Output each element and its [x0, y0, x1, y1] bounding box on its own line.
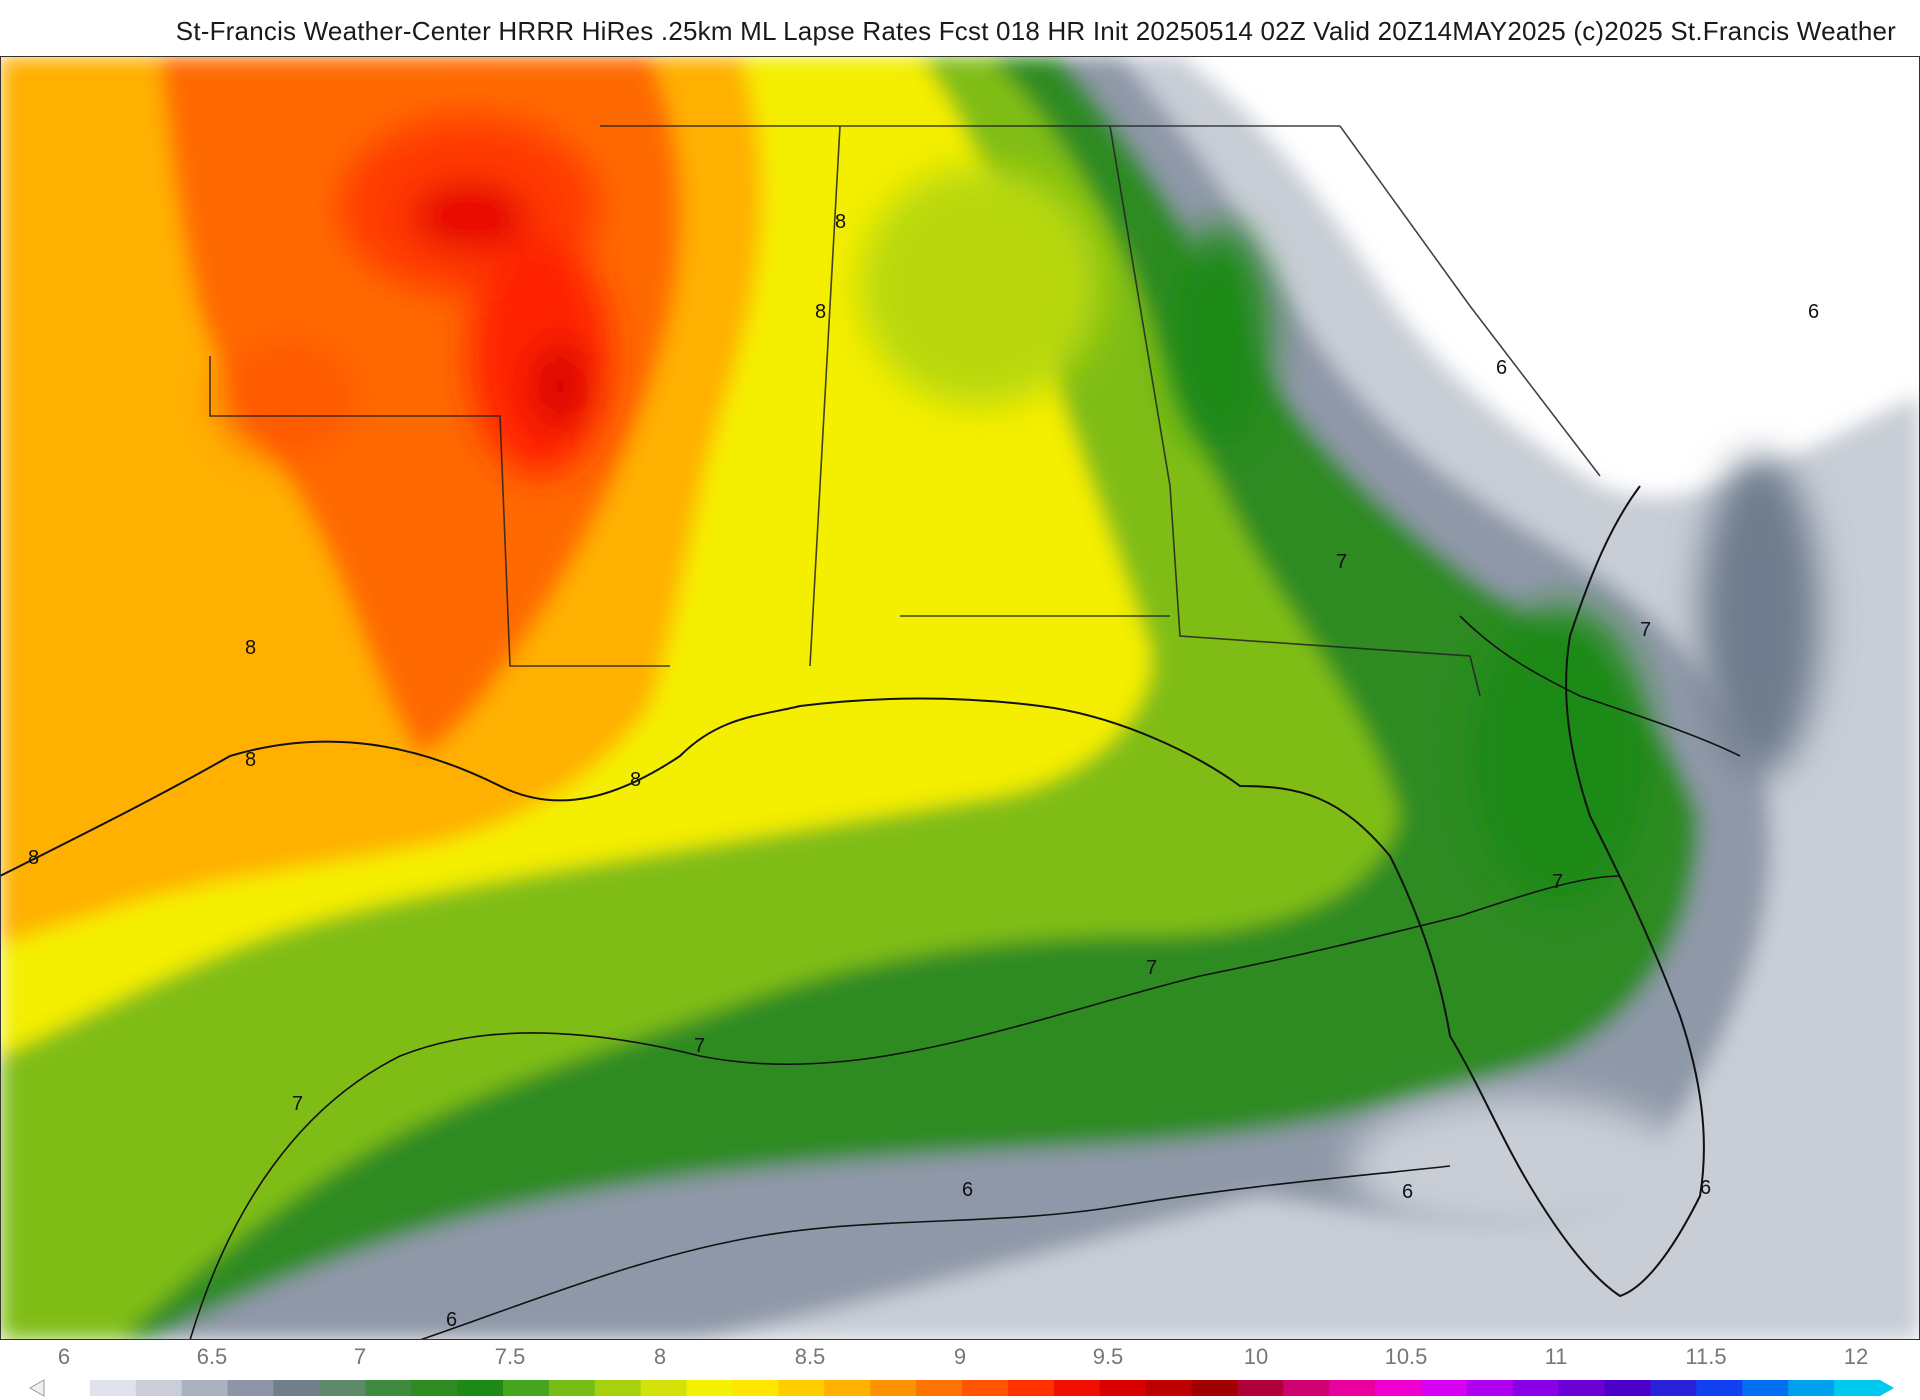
- colorbar-swatch: [1650, 1380, 1697, 1396]
- colorbar-tick-label: 10: [1243, 1344, 1269, 1369]
- colorbar-tick-label: 11.5: [1685, 1344, 1727, 1369]
- colorbar-swatch: [824, 1380, 871, 1396]
- colorbar-swatch: [594, 1380, 642, 1396]
- colorbar-tick-label: 6.5: [196, 1344, 228, 1369]
- colorbar-swatch: [1329, 1380, 1376, 1396]
- colorbar-swatch: [1145, 1380, 1193, 1396]
- colorbar-swatch: [1099, 1380, 1147, 1396]
- colorbar-swatch: [44, 1380, 91, 1396]
- colorbar-swatch: [1283, 1380, 1330, 1396]
- colorbar-tick-label: 9: [953, 1344, 967, 1369]
- contour-label: 7: [292, 1093, 303, 1115]
- colorbar-swatch: [732, 1380, 779, 1396]
- contour-label: 7: [694, 1035, 705, 1057]
- colorbar-swatch: [89, 1380, 137, 1396]
- lapse-rate-core: [220, 116, 1820, 1236]
- contour-label: 7: [1640, 619, 1651, 641]
- contour-label: 8: [245, 749, 256, 771]
- colorbar-swatch: [457, 1380, 504, 1396]
- contour-label: 8: [815, 301, 826, 323]
- contour-label: 6: [446, 1309, 457, 1331]
- coastline: [0, 485, 1705, 1298]
- colorbar-tick-label: 8.5: [794, 1344, 826, 1369]
- colorbar-swatch: [916, 1380, 963, 1396]
- contour-label: 7: [1336, 551, 1347, 573]
- colorbar-over-arrow: [1880, 1380, 1894, 1396]
- colorbar-swatch: [1191, 1380, 1238, 1396]
- colorbar-swatch: [1604, 1380, 1652, 1396]
- contour-label: 8: [630, 769, 641, 791]
- contour-label: 8: [245, 637, 256, 659]
- map-title: St-Francis Weather-Center HRRR HiRes .25…: [175, 16, 1896, 46]
- colorbar-tick-label: 8: [653, 1344, 667, 1369]
- lapse-rate-map-svg: 8 8 8 8 8 8 7 7 7 7 7 7 6 6 6 6 6 6: [0, 56, 1920, 1340]
- colorbar-swatch: [1421, 1380, 1468, 1396]
- contour-label: 6: [962, 1179, 973, 1201]
- colorbar-gradient: [28, 1379, 1894, 1397]
- colorbar-tick-label: 12: [1843, 1344, 1869, 1369]
- colorbar-tick-label: 10.5: [1384, 1344, 1428, 1369]
- colorbar-swatch: [778, 1380, 825, 1396]
- contour-label: 6: [1808, 301, 1819, 323]
- colorbar-swatch: [962, 1380, 1009, 1396]
- colorbar: 6 6.5 7 7.5 8 8.5 9 9.5 10 10.5 11 11.5 …: [0, 1340, 1920, 1400]
- colorbar-swatch: [686, 1380, 734, 1396]
- contour-label: 6: [1402, 1181, 1413, 1203]
- colorbar-swatch: [1053, 1380, 1101, 1396]
- contour-label: 8: [28, 847, 39, 869]
- colorbar-swatch: [1742, 1380, 1789, 1396]
- weather-map[interactable]: 8 8 8 8 8 8 7 7 7 7 7 7 6 6 6 6 6 6: [0, 56, 1920, 1340]
- colorbar-swatch: [1834, 1380, 1881, 1396]
- colorbar-swatch: [1466, 1380, 1514, 1396]
- colorbar-swatch: [1558, 1380, 1606, 1396]
- colorbar-tick-label: 11: [1544, 1344, 1568, 1369]
- colorbar-tick-label: 7: [353, 1344, 367, 1369]
- colorbar-tick-label: 6: [57, 1344, 71, 1369]
- contour-label: 6: [1496, 357, 1507, 379]
- colorbar-swatch: [640, 1380, 688, 1396]
- colorbar-tick-label: 9.5: [1092, 1344, 1124, 1369]
- colorbar-swatch: [1512, 1380, 1560, 1396]
- colorbar-swatch: [1007, 1380, 1055, 1396]
- colorbar-swatch: [319, 1380, 366, 1396]
- contour-label: 7: [1146, 957, 1157, 979]
- colorbar-swatch: [1375, 1380, 1422, 1396]
- colorbar-swatch: [548, 1380, 596, 1396]
- colorbar-swatch: [1696, 1380, 1743, 1396]
- colorbar-tick-label: 7.5: [494, 1344, 526, 1369]
- colorbar-swatch: [1788, 1380, 1835, 1396]
- contour-label: 6: [1700, 1177, 1711, 1199]
- lapse-rate-shading: [0, 56, 1920, 1340]
- colorbar-swatch: [365, 1380, 412, 1396]
- colorbar-swatch: [411, 1380, 458, 1396]
- political-boundaries: [209, 125, 1601, 697]
- colorbar-swatch: [181, 1380, 229, 1396]
- contour-lines: [189, 615, 1741, 1340]
- colorbar-swatch: [273, 1380, 320, 1396]
- contour-label: 7: [1552, 871, 1563, 893]
- colorbar-swatch: [1237, 1380, 1284, 1396]
- title-bar: St-Francis Weather-Center HRRR HiRes .25…: [0, 0, 1920, 56]
- colorbar-swatch: [227, 1380, 275, 1396]
- colorbar-swatch: [503, 1380, 550, 1396]
- colorbar-swatch: [135, 1380, 183, 1396]
- contour-label: 8: [835, 211, 846, 233]
- colorbar-swatches: [28, 1379, 1894, 1397]
- colorbar-swatch: [870, 1380, 917, 1396]
- contour-label-layer: 8 8 8 8 8 8 7 7 7 7 7 7 6 6 6 6 6 6: [28, 211, 1819, 1331]
- colorbar-under-arrow: [28, 1379, 45, 1397]
